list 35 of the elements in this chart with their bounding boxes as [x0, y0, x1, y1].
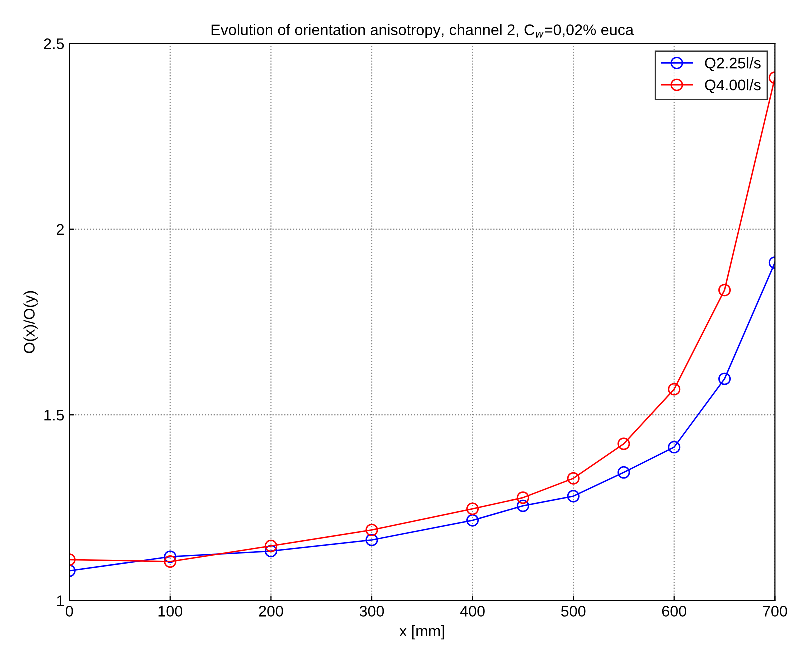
point	[618, 466, 630, 479]
point	[264, 540, 278, 552]
point	[668, 441, 681, 454]
point	[516, 500, 530, 512]
point	[366, 524, 378, 536]
x-tick-label: 600	[662, 606, 687, 617]
x-tick-label: 0	[66, 606, 74, 617]
x-axis-title: x [mm]	[400, 625, 444, 640]
legend-label: Q4.00l/s	[705, 79, 761, 94]
point	[164, 550, 177, 564]
legend-label: Q2.25l/s	[705, 58, 761, 72]
y-tick-label: 2	[57, 224, 64, 235]
y-tick-label: 1.5	[44, 410, 64, 421]
point	[567, 472, 580, 485]
point	[516, 492, 530, 504]
point	[466, 514, 480, 527]
x-tick-label: 700	[763, 606, 788, 617]
point	[567, 490, 580, 503]
point	[366, 534, 378, 546]
point	[718, 284, 732, 297]
y-tick-label: 1	[57, 596, 64, 606]
point	[718, 372, 732, 386]
x-tick-label: 500	[561, 606, 586, 617]
x-tick-label: 300	[360, 606, 384, 617]
point	[618, 438, 630, 450]
x-tick-label: 200	[259, 606, 284, 617]
point	[264, 545, 278, 558]
y-tick-label: 2.5	[44, 38, 64, 50]
point	[668, 383, 681, 396]
x-tick-label: 100	[158, 606, 183, 617]
point	[466, 502, 480, 516]
chart-title: Evolution of orientation anisotropy, channel 2, C$_{w}$=0,02% euca	[212, 24, 634, 39]
x-tick-label: 400	[460, 606, 485, 617]
y-axis-title: O(x)/O(y)	[24, 291, 38, 354]
point	[164, 556, 177, 568]
